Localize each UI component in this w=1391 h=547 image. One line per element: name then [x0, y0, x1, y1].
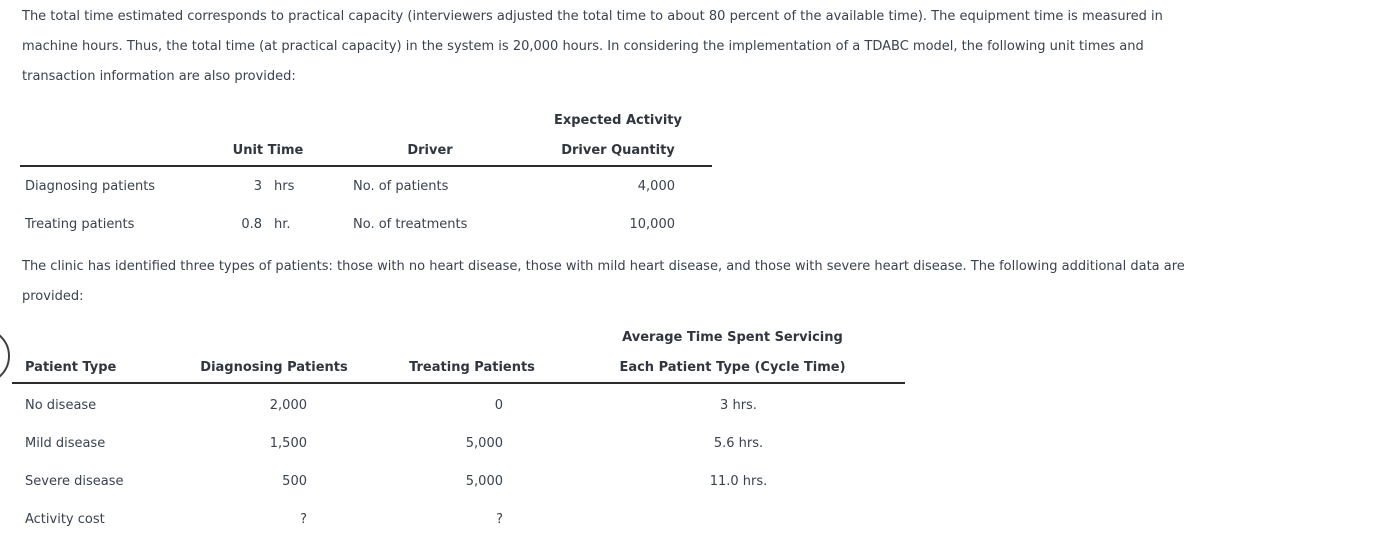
table-row: Activity cost ? ? — [12, 500, 905, 538]
patient-table-header-row: Patient Type Diagnosing Patients Treatin… — [12, 352, 905, 382]
intro-line-1: The total time estimated corresponds to … — [22, 9, 1163, 24]
patient-table-body: No disease 2,000 0 3 hrs. Mild disease 1… — [12, 384, 905, 538]
clinic-line-2: provided: — [22, 289, 84, 304]
table-row: Treating patients 0.8 hr. No. of treatme… — [20, 205, 712, 243]
clinic-paragraph: The clinic has identified three types of… — [22, 252, 1185, 312]
activity-table-header-rule — [20, 165, 712, 167]
patient-type-label: Mild disease — [25, 435, 106, 451]
unit-time-unit: hrs — [274, 178, 295, 194]
intro-line-2: machine hours. Thus, the total time (at … — [22, 39, 1144, 54]
diagnosing-value: 500 — [282, 473, 307, 489]
patient-type-column-header: Patient Type — [25, 359, 117, 375]
activity-label: Diagnosing patients — [25, 178, 156, 194]
driver-value: No. of patients — [353, 178, 449, 194]
patient-type-label: No disease — [25, 397, 97, 413]
table-row: Diagnosing patients 3 hrs No. of patient… — [20, 167, 712, 205]
table-row: Severe disease 500 5,000 11.0 hrs. — [12, 462, 905, 500]
patient-type-table: Average Time Spent Servicing Patient Typ… — [12, 322, 905, 538]
unit-time-unit: hr. — [274, 216, 291, 232]
activity-driver-table: Expected Activity Unit Time Driver Drive… — [20, 105, 712, 243]
intro-line-3: transaction information are also provide… — [22, 69, 296, 84]
cycle-time-header-line1: Average Time Spent Servicing — [622, 329, 843, 345]
activity-table-superheader-row: Expected Activity — [20, 105, 712, 135]
table-row: Mild disease 1,500 5,000 5.6 hrs. — [12, 424, 905, 462]
driver-quantity-value: 10,000 — [629, 216, 676, 232]
unit-time-value: 3 — [253, 178, 262, 194]
driver-value: No. of treatments — [353, 216, 468, 232]
question-number-circle-partial — [0, 328, 10, 384]
patient-table-header-rule — [12, 382, 905, 384]
diagnosing-value: ? — [300, 511, 307, 527]
intro-paragraph: The total time estimated corresponds to … — [22, 2, 1163, 92]
activity-table-header-row: Unit Time Driver Driver Quantity — [20, 135, 712, 165]
treating-value: 5,000 — [465, 435, 503, 451]
diagnosing-value: 1,500 — [269, 435, 307, 451]
table-row: No disease 2,000 0 3 hrs. — [12, 386, 905, 424]
treating-value: 0 — [494, 397, 503, 413]
patient-type-label: Severe disease — [25, 473, 124, 489]
patient-table-superheader-row: Average Time Spent Servicing — [12, 322, 905, 352]
treating-value: 5,000 — [465, 473, 503, 489]
cycle-time-header-line2: Each Patient Type (Cycle Time) — [619, 359, 846, 375]
clinic-line-1: The clinic has identified three types of… — [22, 259, 1185, 274]
diagnosing-patients-column-header: Diagnosing Patients — [200, 359, 348, 375]
driver-quantity-column-header: Driver Quantity — [561, 142, 675, 158]
diagnosing-value: 2,000 — [269, 397, 307, 413]
treating-value: ? — [496, 511, 503, 527]
driver-column-header: Driver — [407, 142, 453, 158]
expected-activity-header: Expected Activity — [553, 112, 682, 128]
unit-time-value: 0.8 — [241, 216, 262, 232]
cycle-time-value: 3 hrs. — [720, 397, 757, 413]
driver-quantity-value: 4,000 — [637, 178, 675, 194]
activity-label: Treating patients — [25, 216, 135, 232]
cycle-time-value: 5.6 hrs. — [713, 435, 764, 451]
patient-type-label: Activity cost — [25, 511, 105, 527]
cycle-time-value: 11.0 hrs. — [709, 473, 768, 489]
treating-patients-column-header: Treating Patients — [409, 359, 535, 375]
unit-time-column-header: Unit Time — [232, 142, 304, 158]
